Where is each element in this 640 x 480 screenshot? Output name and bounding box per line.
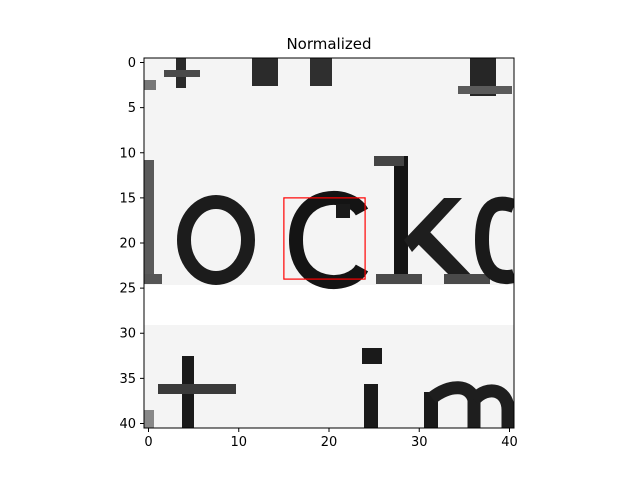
y-tick-label: 35 <box>119 372 136 387</box>
x-tick-label: 40 <box>501 435 518 450</box>
y-axis: 0 5 10 15 20 25 30 35 40 <box>119 56 144 432</box>
y-tick-label: 0 <box>128 56 136 71</box>
y-tick-label: 40 <box>119 417 136 432</box>
chart-title: Normalized <box>286 35 371 53</box>
bottom-partial-glyphs <box>144 348 514 428</box>
image-background <box>144 58 514 428</box>
main-line-glyphs <box>144 156 514 290</box>
x-tick-label: 10 <box>230 435 247 450</box>
x-tick-label: 20 <box>321 435 338 450</box>
y-tick-label: 15 <box>119 191 136 206</box>
highlight-box <box>283 197 366 280</box>
y-tick-label: 25 <box>119 282 136 297</box>
x-tick-label: 30 <box>411 435 428 450</box>
top-partial-glyphs <box>144 58 512 96</box>
x-axis: 0 10 20 30 40 <box>144 428 518 450</box>
y-tick-label: 5 <box>128 101 136 116</box>
y-tick-label: 20 <box>119 237 136 252</box>
y-tick-label: 10 <box>119 146 136 161</box>
image-area <box>144 58 514 428</box>
line-gap-band <box>144 285 514 325</box>
y-tick-label: 30 <box>119 327 136 342</box>
x-tick-label: 0 <box>144 435 152 450</box>
